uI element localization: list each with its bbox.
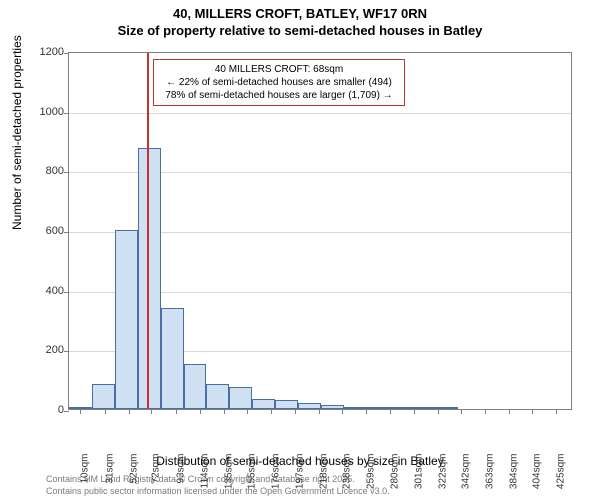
histogram-bar — [390, 407, 413, 409]
xtick-mark — [200, 409, 201, 414]
ytick-label: 800 — [24, 165, 64, 177]
xtick-mark — [176, 409, 177, 414]
xtick-mark — [247, 409, 248, 414]
histogram-bar — [229, 387, 252, 409]
ytick-mark — [64, 113, 69, 114]
xtick-mark — [80, 409, 81, 414]
chart-title: 40, MILLERS CROFT, BATLEY, WF17 0RN Size… — [0, 0, 600, 38]
xtick-label: 197sqm — [294, 454, 305, 494]
ytick-label: 200 — [24, 344, 64, 356]
xtick-label: 93sqm — [175, 454, 186, 494]
histogram-bar — [206, 384, 229, 409]
title-line-2: Size of property relative to semi-detach… — [0, 23, 600, 38]
ytick-mark — [64, 411, 69, 412]
xtick-label: 342sqm — [460, 454, 471, 494]
xtick-mark — [438, 409, 439, 414]
xtick-label: 280sqm — [389, 454, 400, 494]
xtick-mark — [105, 409, 106, 414]
ytick-label: 1200 — [24, 46, 64, 58]
xtick-label: 259sqm — [365, 454, 376, 494]
xtick-label: 238sqm — [341, 454, 352, 494]
ytick-label: 600 — [24, 225, 64, 237]
xtick-mark — [342, 409, 343, 414]
xtick-mark — [509, 409, 510, 414]
grid-line — [69, 113, 571, 114]
xtick-mark — [271, 409, 272, 414]
ytick-mark — [64, 292, 69, 293]
xtick-mark — [485, 409, 486, 414]
histogram-bar — [138, 148, 161, 409]
reference-line — [147, 53, 149, 409]
histogram-bar — [184, 364, 207, 409]
ytick-label: 400 — [24, 285, 64, 297]
histogram-bar — [252, 399, 275, 409]
credit-line-2: Contains public sector information licen… — [46, 486, 390, 498]
xtick-label: 155sqm — [246, 454, 257, 494]
xtick-label: 72sqm — [151, 454, 162, 494]
histogram-bar — [344, 407, 367, 409]
annotation-line-1: 40 MILLERS CROFT: 68sqm — [160, 63, 398, 76]
histogram-plot: 40 MILLERS CROFT: 68sqm← 22% of semi-det… — [68, 52, 572, 410]
histogram-bar — [413, 407, 436, 409]
xtick-mark — [319, 409, 320, 414]
ytick-mark — [64, 232, 69, 233]
xtick-label: 10sqm — [80, 454, 91, 494]
histogram-bar — [367, 407, 390, 409]
xtick-label: 301sqm — [413, 454, 424, 494]
xtick-mark — [556, 409, 557, 414]
xtick-label: 218sqm — [318, 454, 329, 494]
histogram-bar — [321, 405, 344, 409]
xtick-mark — [390, 409, 391, 414]
histogram-bar — [161, 308, 184, 409]
xtick-label: 404sqm — [531, 454, 542, 494]
annotation-line-2: ← 22% of semi-detached houses are smalle… — [160, 76, 398, 89]
xtick-label: 425sqm — [555, 454, 566, 494]
xtick-label: 384sqm — [508, 454, 519, 494]
xtick-mark — [295, 409, 296, 414]
credit-line-1: Contains HM Land Registry data © Crown c… — [46, 474, 390, 486]
ytick-mark — [64, 53, 69, 54]
xtick-mark — [129, 409, 130, 414]
xtick-mark — [532, 409, 533, 414]
xtick-mark — [151, 409, 152, 414]
ytick-label: 0 — [24, 404, 64, 416]
ytick-mark — [64, 172, 69, 173]
xtick-label: 31sqm — [104, 454, 115, 494]
histogram-bar — [436, 407, 459, 409]
ytick-label: 1000 — [24, 106, 64, 118]
y-axis-label: Number of semi-detached properties — [10, 35, 24, 230]
xtick-mark — [461, 409, 462, 414]
xtick-label: 114sqm — [199, 454, 210, 494]
histogram-bar — [298, 403, 321, 409]
xtick-label: 135sqm — [223, 454, 234, 494]
xtick-label: 322sqm — [437, 454, 448, 494]
xtick-mark — [414, 409, 415, 414]
credits-block: Contains HM Land Registry data © Crown c… — [46, 474, 390, 497]
title-line-1: 40, MILLERS CROFT, BATLEY, WF17 0RN — [0, 6, 600, 21]
ytick-mark — [64, 351, 69, 352]
histogram-bar — [275, 400, 298, 409]
xtick-mark — [366, 409, 367, 414]
xtick-label: 52sqm — [128, 454, 139, 494]
annotation-box: 40 MILLERS CROFT: 68sqm← 22% of semi-det… — [153, 59, 405, 106]
xtick-label: 363sqm — [484, 454, 495, 494]
annotation-line-3: 78% of semi-detached houses are larger (… — [160, 89, 398, 102]
histogram-bar — [115, 230, 138, 409]
xtick-mark — [224, 409, 225, 414]
histogram-bar — [92, 384, 115, 409]
xtick-label: 176sqm — [270, 454, 281, 494]
